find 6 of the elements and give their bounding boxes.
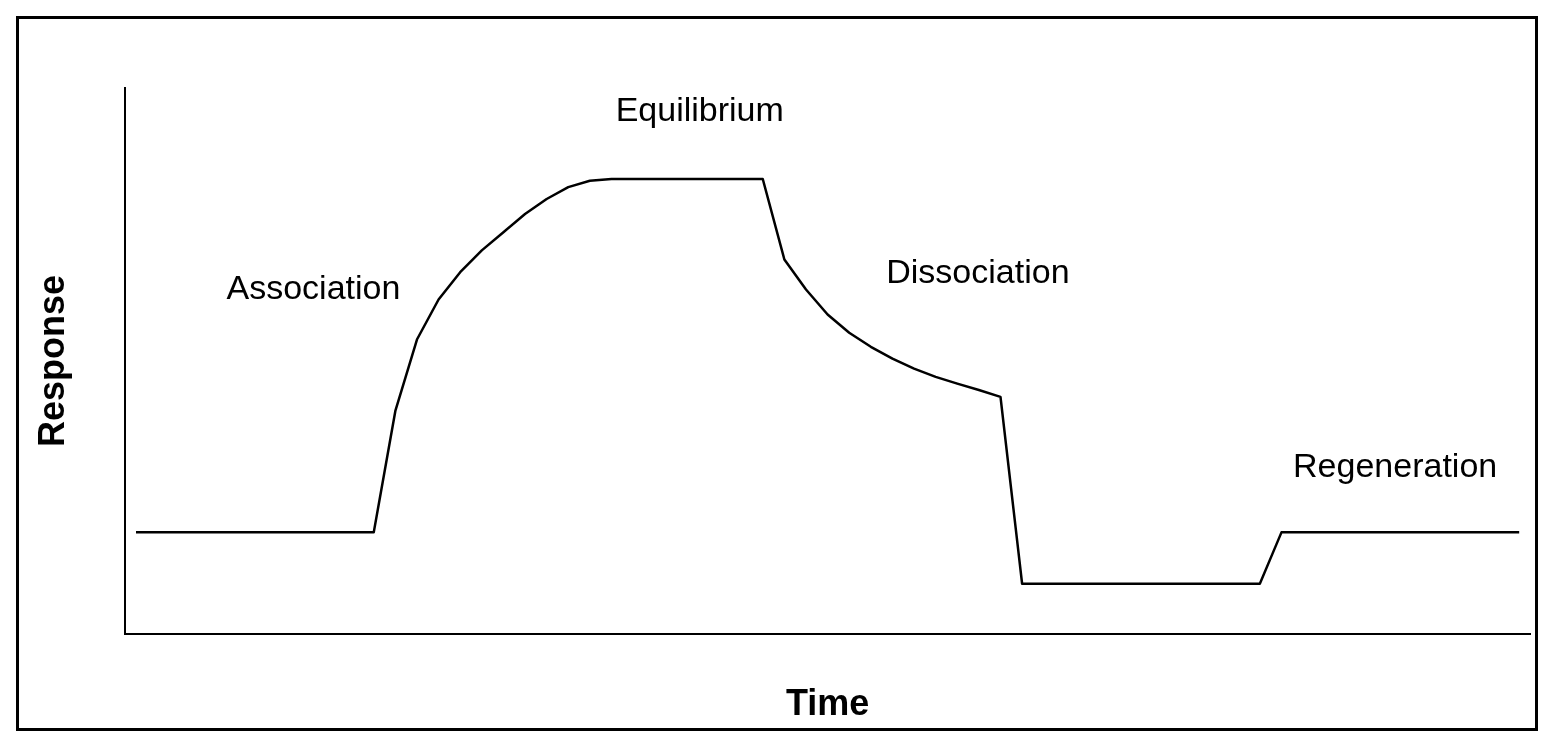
- annotation: Regeneration: [1293, 446, 1498, 485]
- annotation: Dissociation: [886, 251, 1070, 290]
- y-axis-title: Response: [30, 274, 72, 447]
- text: Equilibrium: [615, 89, 784, 128]
- annotation: Association: [226, 268, 401, 307]
- x-axis-title: Time: [785, 682, 870, 724]
